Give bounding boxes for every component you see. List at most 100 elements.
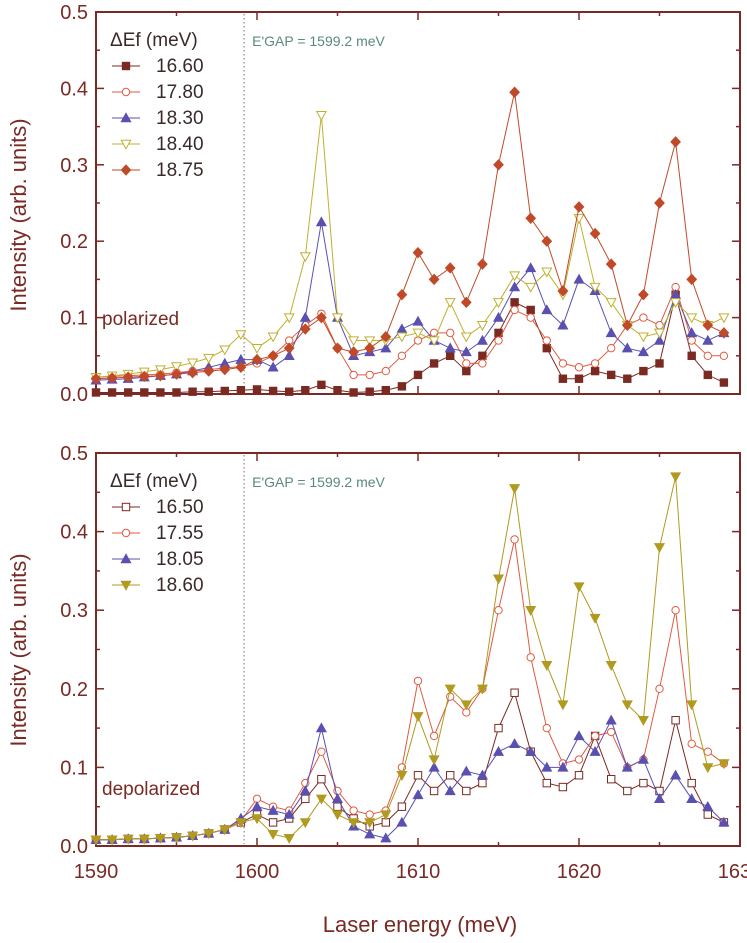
data-point: [510, 688, 519, 697]
data-point: [653, 334, 666, 345]
data-point: [687, 336, 696, 345]
data-point: [317, 380, 326, 390]
data-point: [510, 298, 519, 307]
data-point: [91, 388, 101, 397]
data-point: [637, 346, 649, 357]
data-point: [331, 793, 344, 804]
data-point: [413, 676, 423, 686]
data-point: [462, 359, 471, 368]
data-point: [718, 816, 730, 827]
data-point: [639, 366, 648, 376]
data-point: [172, 388, 181, 397]
data-point: [558, 782, 568, 792]
data-point: [573, 730, 585, 741]
data-point: [686, 313, 698, 324]
data-point: [718, 313, 730, 324]
data-point: [236, 385, 246, 395]
data-point: [718, 327, 730, 339]
data-point: [621, 342, 633, 353]
data-point: [589, 745, 601, 756]
data-point: [155, 369, 166, 382]
data-point: [687, 778, 696, 788]
data-point: [557, 761, 569, 772]
data-point: [605, 661, 617, 671]
data-point: [526, 313, 535, 322]
data-point: [170, 362, 183, 373]
data-point: [122, 371, 134, 383]
data-point: [541, 304, 553, 315]
y-tick-label: 0.3: [60, 600, 88, 622]
data-point: [380, 342, 392, 353]
data-point: [525, 262, 537, 273]
data-point: [686, 793, 698, 804]
data-point: [542, 723, 551, 733]
data-point: [396, 332, 408, 343]
data-point: [251, 343, 263, 354]
data-point: [140, 388, 149, 397]
data-point: [460, 332, 472, 343]
data-point: [444, 342, 456, 353]
data-point: [590, 366, 600, 376]
data-point: [574, 363, 584, 372]
data-point: [380, 810, 392, 821]
legend-marker: [121, 61, 131, 71]
data-point: [478, 359, 487, 368]
data-point: [509, 484, 521, 495]
data-point: [671, 716, 680, 725]
data-point: [348, 818, 360, 829]
data-point: [381, 385, 391, 395]
data-point: [493, 159, 504, 171]
legend-label: 16.50: [156, 497, 204, 518]
data-point: [509, 86, 520, 98]
data-point: [573, 582, 585, 593]
data-point: [703, 810, 712, 819]
data-point: [364, 342, 376, 354]
series-line: [95, 92, 725, 380]
data-point: [477, 258, 488, 270]
data-point: [170, 833, 183, 844]
data-point: [412, 315, 424, 326]
y-tick-label: 0.0: [60, 384, 88, 406]
y-axis-title-bottom: Intensity (arb. units): [6, 553, 31, 746]
legend-marker: [121, 502, 131, 512]
data-point: [494, 336, 503, 345]
series-line: [96, 294, 725, 394]
series-line: [95, 222, 725, 381]
data-point: [299, 252, 311, 263]
y-tick-label: 0.5: [60, 2, 88, 24]
data-point: [267, 804, 279, 815]
data-point: [558, 359, 568, 368]
legend-title: ΔEf (meV): [110, 30, 198, 51]
data-point: [219, 345, 231, 356]
data-point: [317, 747, 326, 756]
data-point: [301, 794, 310, 804]
series-line: [96, 476, 725, 841]
data-point: [444, 684, 456, 695]
data-point: [638, 288, 649, 301]
data-point: [719, 378, 729, 387]
legend-label: 17.80: [156, 82, 204, 103]
data-point: [655, 359, 664, 368]
data-point: [542, 343, 551, 353]
data-point: [574, 771, 584, 780]
data-point: [589, 227, 601, 240]
data-point: [703, 747, 712, 756]
data-point: [670, 472, 682, 483]
x-axis: 1590 1600 1610 1620 1630: [74, 861, 747, 883]
data-point: [187, 831, 199, 842]
data-point: [670, 769, 682, 780]
data-point: [90, 835, 102, 846]
data-point: [510, 535, 519, 544]
data-point: [702, 800, 714, 811]
data-point: [283, 350, 295, 360]
series-16.60: [91, 290, 729, 397]
data-point: [412, 712, 424, 723]
data-point: [283, 342, 295, 354]
data-point: [462, 786, 471, 796]
data-point: [428, 761, 440, 772]
data-point: [333, 385, 342, 395]
data-point: [639, 778, 648, 788]
data-point: [429, 786, 439, 796]
data-point: [510, 305, 519, 315]
